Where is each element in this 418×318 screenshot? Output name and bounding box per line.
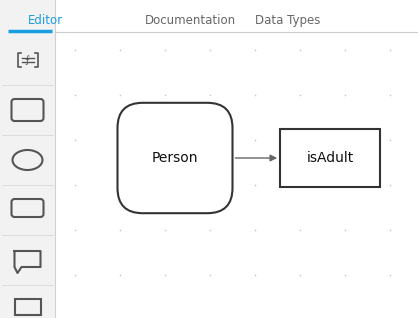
- Point: [71, 183, 78, 188]
- Text: isAdult: isAdult: [306, 151, 354, 165]
- Point: [252, 47, 258, 52]
- Point: [387, 93, 393, 98]
- Point: [117, 93, 123, 98]
- Point: [206, 273, 213, 278]
- Point: [297, 93, 303, 98]
- Point: [71, 93, 78, 98]
- Point: [117, 183, 123, 188]
- Point: [252, 183, 258, 188]
- Point: [71, 137, 78, 142]
- Point: [252, 93, 258, 98]
- Point: [162, 227, 168, 232]
- Text: Editor: Editor: [28, 14, 63, 27]
- Point: [162, 273, 168, 278]
- Point: [117, 137, 123, 142]
- Point: [252, 137, 258, 142]
- Point: [71, 227, 78, 232]
- Point: [252, 273, 258, 278]
- Point: [342, 183, 348, 188]
- Point: [342, 47, 348, 52]
- Point: [297, 227, 303, 232]
- Point: [117, 273, 123, 278]
- Point: [297, 137, 303, 142]
- Point: [206, 183, 213, 188]
- Point: [117, 227, 123, 232]
- Point: [117, 47, 123, 52]
- Point: [206, 227, 213, 232]
- Point: [342, 273, 348, 278]
- Point: [162, 47, 168, 52]
- Point: [206, 93, 213, 98]
- Point: [342, 137, 348, 142]
- Point: [297, 47, 303, 52]
- Point: [71, 273, 78, 278]
- Point: [342, 93, 348, 98]
- Point: [387, 227, 393, 232]
- Point: [387, 137, 393, 142]
- Point: [297, 183, 303, 188]
- Bar: [0, 0, 55, 318]
- Point: [162, 183, 168, 188]
- Point: [162, 137, 168, 142]
- Point: [252, 227, 258, 232]
- Bar: [280, 129, 380, 187]
- Point: [162, 93, 168, 98]
- FancyBboxPatch shape: [117, 103, 232, 213]
- Text: Data Types: Data Types: [255, 14, 320, 27]
- Text: Documentation: Documentation: [145, 14, 236, 27]
- Point: [387, 273, 393, 278]
- Point: [71, 47, 78, 52]
- Point: [342, 227, 348, 232]
- Point: [206, 47, 213, 52]
- Text: ⨍: ⨍: [25, 55, 30, 65]
- Text: Person: Person: [152, 151, 198, 165]
- Point: [206, 137, 213, 142]
- Point: [297, 273, 303, 278]
- Point: [387, 183, 393, 188]
- Bar: [15, 299, 41, 315]
- Point: [387, 47, 393, 52]
